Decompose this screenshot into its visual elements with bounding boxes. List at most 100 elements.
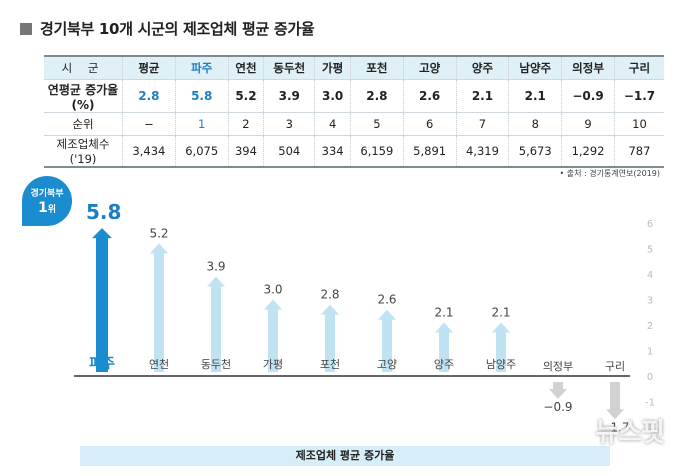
data-label: 2.1	[434, 305, 453, 319]
col-header: 연천	[228, 55, 265, 80]
data-label: 2.8	[320, 288, 339, 302]
category-label: 구리	[605, 360, 625, 373]
data-label: 2.6	[377, 293, 396, 307]
col-header: 고양	[403, 55, 457, 80]
bar-arrow	[492, 322, 510, 372]
col-header: 평균	[122, 55, 176, 80]
category-label: 가평	[263, 358, 283, 371]
cell: 10	[614, 112, 664, 136]
cell: 334	[314, 135, 351, 168]
category-label: 남양주	[486, 358, 516, 371]
bar-arrow	[606, 382, 624, 420]
y-tick-label: 1	[647, 347, 653, 358]
cell: 5,673	[508, 135, 563, 168]
header-label: 시 군	[44, 55, 123, 80]
table-row: 제조업체수('19) 3,434 6,075 394 504 334 6,159…	[44, 135, 664, 168]
bar-arrow-highlight	[92, 228, 112, 372]
cell: 2.1	[508, 79, 563, 113]
cell: 1,292	[561, 135, 615, 168]
badge-rank: 1위	[22, 200, 72, 216]
cell-highlight: 6,075	[175, 135, 229, 168]
chart-area: 6 5 4 3 2 1 0 -1 파주 5.2 연천 3.9 동두천 3.0 가평 2.8 포천 2.6 고양 2.1…	[74, 219, 655, 434]
col-header: 남양주	[508, 55, 563, 80]
bar-arrow	[378, 309, 396, 372]
cell: 4,319	[456, 135, 510, 168]
table-header-row: 시 군 평균 파주 연천 동두천 가평 포천 고양 양주 남양주 의정부 구리	[44, 55, 664, 80]
bar-arrow	[150, 243, 168, 372]
col-header: 구리	[614, 55, 664, 80]
col-header: 포천	[350, 55, 404, 80]
cell: 3,434	[122, 135, 176, 168]
cell: 7	[456, 112, 510, 136]
table-row: 연평균 증가율(%) 2.8 5.8 5.2 3.9 3.0 2.8 2.6 2…	[44, 79, 664, 113]
bar-arrow	[207, 276, 225, 372]
rank-badge: 경기북부 1위	[22, 176, 72, 226]
cell: 3.9	[263, 79, 316, 113]
cell: 5.2	[228, 79, 265, 113]
row-label: 순위	[44, 112, 123, 136]
cell: 6	[403, 112, 457, 136]
badge-rank-num: 1	[37, 200, 48, 216]
category-label: 양주	[434, 358, 454, 371]
col-header: 의정부	[561, 55, 615, 80]
cell: −	[122, 112, 176, 136]
cell: 2.8	[122, 79, 176, 113]
bar-arrow	[435, 322, 453, 372]
badge-rank-suffix: 위	[47, 205, 57, 215]
chart-footer-label: 제조업체 평균 증가율	[80, 446, 610, 466]
cell: 2.8	[350, 79, 404, 113]
watermark-logo: 뉴스핏	[595, 418, 665, 448]
cell: 5,891	[403, 135, 457, 168]
cell: 3.0	[314, 79, 351, 113]
data-label: 5.2	[149, 226, 168, 240]
col-header: 가평	[314, 55, 351, 80]
stats-table: 시 군 평균 파주 연천 동두천 가평 포천 고양 양주 남양주 의정부 구리 …	[44, 55, 664, 168]
cell-highlight: 1	[175, 112, 229, 136]
data-label: 2.1	[491, 305, 510, 319]
cell: −0.9	[561, 79, 615, 113]
y-tick-label: 2	[647, 321, 653, 332]
y-tick-label: 5	[647, 245, 653, 256]
category-label: 의정부	[543, 360, 573, 373]
data-label: −0.9	[543, 400, 572, 414]
cell: 787	[614, 135, 664, 168]
cell: 5	[350, 112, 404, 136]
cell: 4	[314, 112, 351, 136]
page-title: 경기북부 10개 시군의 제조업체 평균 증가율	[20, 18, 315, 39]
category-label: 연천	[149, 357, 169, 371]
table-row: 순위 − 1 2 3 4 5 6 7 8 9 10	[44, 112, 664, 136]
col-header: 양주	[456, 55, 510, 80]
cell: 8	[508, 112, 563, 136]
bar-arrow	[321, 304, 339, 372]
category-label: 파주	[89, 356, 115, 372]
data-label: 3.9	[206, 260, 225, 274]
category-label: 포천	[320, 357, 340, 371]
y-tick-label: 4	[647, 270, 653, 281]
y-tick-label: -1	[645, 398, 655, 409]
col-header-highlight: 파주	[175, 55, 229, 80]
highlight-value: 5.8	[86, 200, 122, 224]
col-header: 동두천	[263, 55, 316, 80]
row-label: 제조업체수('19)	[44, 135, 123, 168]
badge-region: 경기북부	[30, 189, 64, 199]
y-tick-label: 3	[647, 296, 653, 307]
cell: −1.7	[614, 79, 664, 113]
cell: 2	[228, 112, 265, 136]
cell: 9	[561, 112, 615, 136]
cell: 2.6	[403, 79, 457, 113]
cell: 504	[263, 135, 316, 168]
bar-arrow	[549, 382, 567, 399]
source-note: • 출처 : 경기통계연보(2019)	[559, 169, 660, 178]
y-tick-label: 0	[647, 372, 653, 383]
row-label: 연평균 증가율(%)	[44, 79, 123, 113]
category-label: 고양	[377, 358, 397, 371]
cell: 394	[228, 135, 265, 168]
cell: 2.1	[456, 79, 510, 113]
data-label: −1.7	[600, 420, 629, 434]
bar-arrow	[264, 299, 282, 372]
cell: 6,159	[350, 135, 404, 168]
data-label: 3.0	[263, 283, 282, 297]
title-bullet	[20, 22, 32, 35]
category-label: 동두천	[201, 357, 231, 371]
y-tick-label: 6	[647, 219, 653, 230]
